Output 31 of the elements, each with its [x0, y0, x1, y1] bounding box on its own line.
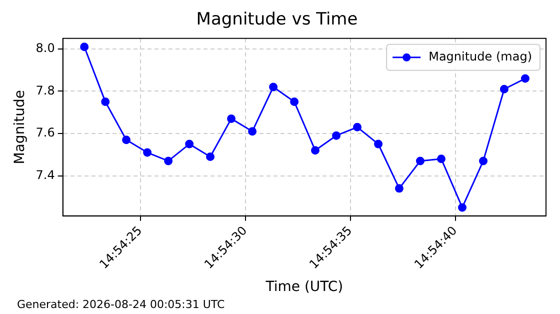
point [520, 74, 530, 83]
y-tick-label: 8.0 [36, 41, 55, 56]
point [248, 127, 257, 136]
y-tick-label: 7.8 [36, 83, 55, 98]
point [311, 146, 320, 155]
x-axis-title: Time (UTC) [264, 279, 344, 296]
legend-label: Magnitude (mag) [428, 50, 532, 64]
y-axis-title: Magnitude [12, 90, 28, 164]
point [269, 82, 278, 92]
point [458, 203, 467, 212]
point [500, 84, 508, 94]
point [394, 184, 404, 193]
point [374, 140, 383, 148]
point [479, 156, 488, 166]
point [436, 154, 446, 164]
point [332, 131, 341, 140]
text: Generated: 2026-08-24 00:05:31 UTC [17, 298, 225, 311]
point [122, 136, 131, 144]
point [185, 140, 194, 148]
point [416, 156, 424, 166]
point [227, 114, 236, 123]
point [101, 98, 110, 106]
point [290, 98, 299, 106]
y-tick-label: 7.4 [36, 168, 55, 182]
point [143, 148, 152, 157]
point [80, 42, 89, 52]
point [164, 156, 173, 166]
chart-title: Magnitude vs Time [196, 10, 358, 30]
point [206, 152, 215, 161]
point [353, 122, 362, 132]
y-tick-label: 7.6 [36, 126, 55, 140]
